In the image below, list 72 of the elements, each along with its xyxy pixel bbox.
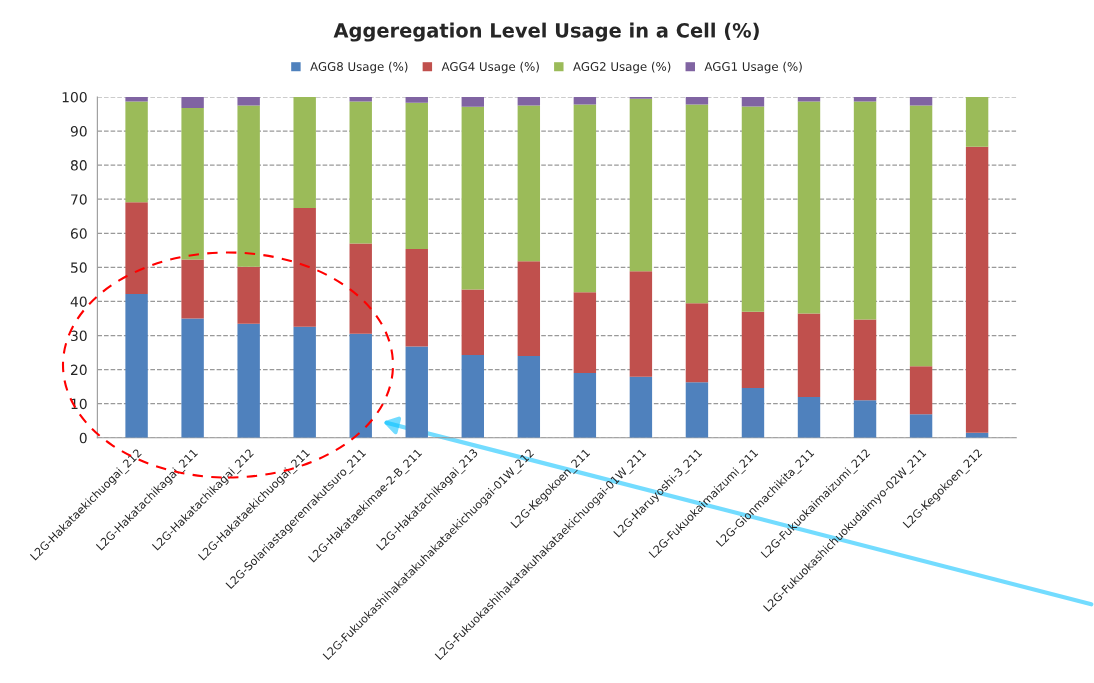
bar xyxy=(629,98,653,272)
y-tick-label: 20 xyxy=(70,364,87,376)
bar xyxy=(909,105,933,367)
bar xyxy=(181,259,204,319)
chart-title: Aggeregation Level Usage in a Cell (%) xyxy=(333,22,759,42)
bar xyxy=(741,311,765,389)
bar xyxy=(853,400,877,438)
y-tick-label: 70 xyxy=(71,194,87,205)
bar xyxy=(237,323,260,438)
bar xyxy=(461,106,484,290)
bar xyxy=(629,376,653,438)
bar xyxy=(573,292,597,374)
bar xyxy=(797,396,821,438)
bar xyxy=(293,326,316,438)
y-tick-label: 40 xyxy=(70,296,87,307)
legend-label: AGG4 Usage (%) xyxy=(441,61,539,74)
legend-label: AGG1 Usage (%) xyxy=(704,61,802,74)
bar xyxy=(685,96,709,105)
bar xyxy=(293,208,316,327)
bar xyxy=(461,354,484,438)
bar xyxy=(405,96,428,103)
bar xyxy=(237,266,260,324)
bar xyxy=(853,319,877,401)
bar xyxy=(349,333,372,438)
bar xyxy=(517,105,541,262)
bar xyxy=(909,414,933,438)
bar xyxy=(181,318,204,438)
bar xyxy=(573,96,597,105)
bar xyxy=(741,96,765,107)
bar xyxy=(461,96,484,107)
bar xyxy=(293,96,316,209)
bar xyxy=(573,104,597,293)
bar xyxy=(181,107,204,260)
bar xyxy=(853,101,877,320)
y-tick-label: 50 xyxy=(71,262,87,273)
y-tick-label: 100 xyxy=(62,91,87,103)
bar xyxy=(685,303,709,383)
y-tick-label: 80 xyxy=(70,160,87,171)
bar xyxy=(797,313,821,397)
bar xyxy=(405,102,428,249)
bar xyxy=(405,248,428,347)
bar xyxy=(125,202,148,294)
bar xyxy=(517,261,541,357)
bar xyxy=(461,289,484,355)
bar xyxy=(517,356,541,438)
bar xyxy=(909,96,933,106)
y-tick-label: 90 xyxy=(70,126,87,137)
bar xyxy=(685,382,709,438)
bar xyxy=(125,96,148,102)
bar xyxy=(685,104,709,304)
bar xyxy=(125,101,148,203)
bar xyxy=(965,96,989,147)
bar xyxy=(741,388,765,438)
y-tick-label: 60 xyxy=(70,228,87,239)
bar xyxy=(349,101,372,244)
bar xyxy=(741,106,765,312)
bar xyxy=(629,271,653,377)
bar xyxy=(349,243,372,334)
y-tick-label: 0 xyxy=(79,432,87,444)
legend-label: AGG8 Usage (%) xyxy=(310,61,408,74)
bar xyxy=(405,346,428,438)
bar xyxy=(237,105,260,267)
y-tick-label: 30 xyxy=(71,330,87,342)
bar xyxy=(181,96,204,108)
bar xyxy=(237,96,260,106)
bar xyxy=(573,373,597,438)
legend-label: AGG2 Usage (%) xyxy=(573,61,671,74)
bar xyxy=(125,293,148,438)
bar xyxy=(517,96,541,106)
bar xyxy=(965,146,989,433)
bar xyxy=(797,101,821,314)
bar xyxy=(909,366,933,415)
